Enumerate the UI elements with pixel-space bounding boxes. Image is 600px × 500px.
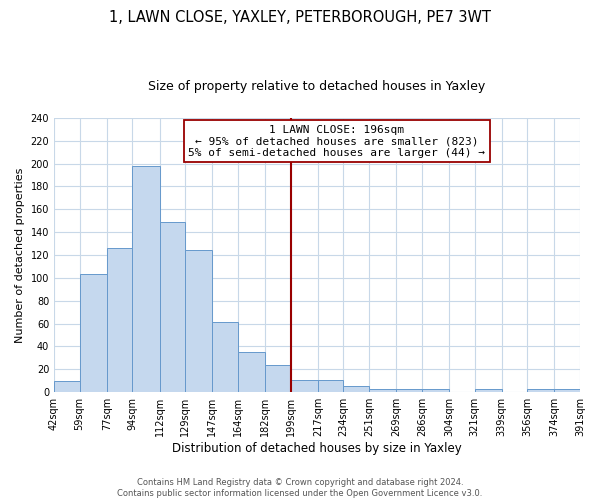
Bar — [212, 322, 238, 392]
Bar — [238, 352, 265, 392]
Text: 1 LAWN CLOSE: 196sqm
← 95% of detached houses are smaller (823)
5% of semi-detac: 1 LAWN CLOSE: 196sqm ← 95% of detached h… — [188, 124, 485, 158]
Bar — [107, 248, 133, 392]
Bar — [54, 381, 80, 392]
Bar — [475, 389, 502, 392]
Bar — [343, 386, 369, 392]
Bar — [160, 222, 185, 392]
Bar — [80, 274, 107, 392]
Bar — [318, 380, 343, 392]
Bar — [133, 166, 160, 392]
Y-axis label: Number of detached properties: Number of detached properties — [15, 168, 25, 342]
Title: Size of property relative to detached houses in Yaxley: Size of property relative to detached ho… — [148, 80, 485, 93]
Bar — [554, 389, 580, 392]
Text: 1, LAWN CLOSE, YAXLEY, PETERBOROUGH, PE7 3WT: 1, LAWN CLOSE, YAXLEY, PETERBOROUGH, PE7… — [109, 10, 491, 25]
Bar — [185, 250, 212, 392]
Bar — [369, 389, 396, 392]
Text: Contains HM Land Registry data © Crown copyright and database right 2024.
Contai: Contains HM Land Registry data © Crown c… — [118, 478, 482, 498]
Bar — [527, 389, 554, 392]
X-axis label: Distribution of detached houses by size in Yaxley: Distribution of detached houses by size … — [172, 442, 462, 455]
Bar — [396, 389, 422, 392]
Bar — [422, 389, 449, 392]
Bar — [290, 380, 318, 392]
Bar — [265, 365, 290, 392]
